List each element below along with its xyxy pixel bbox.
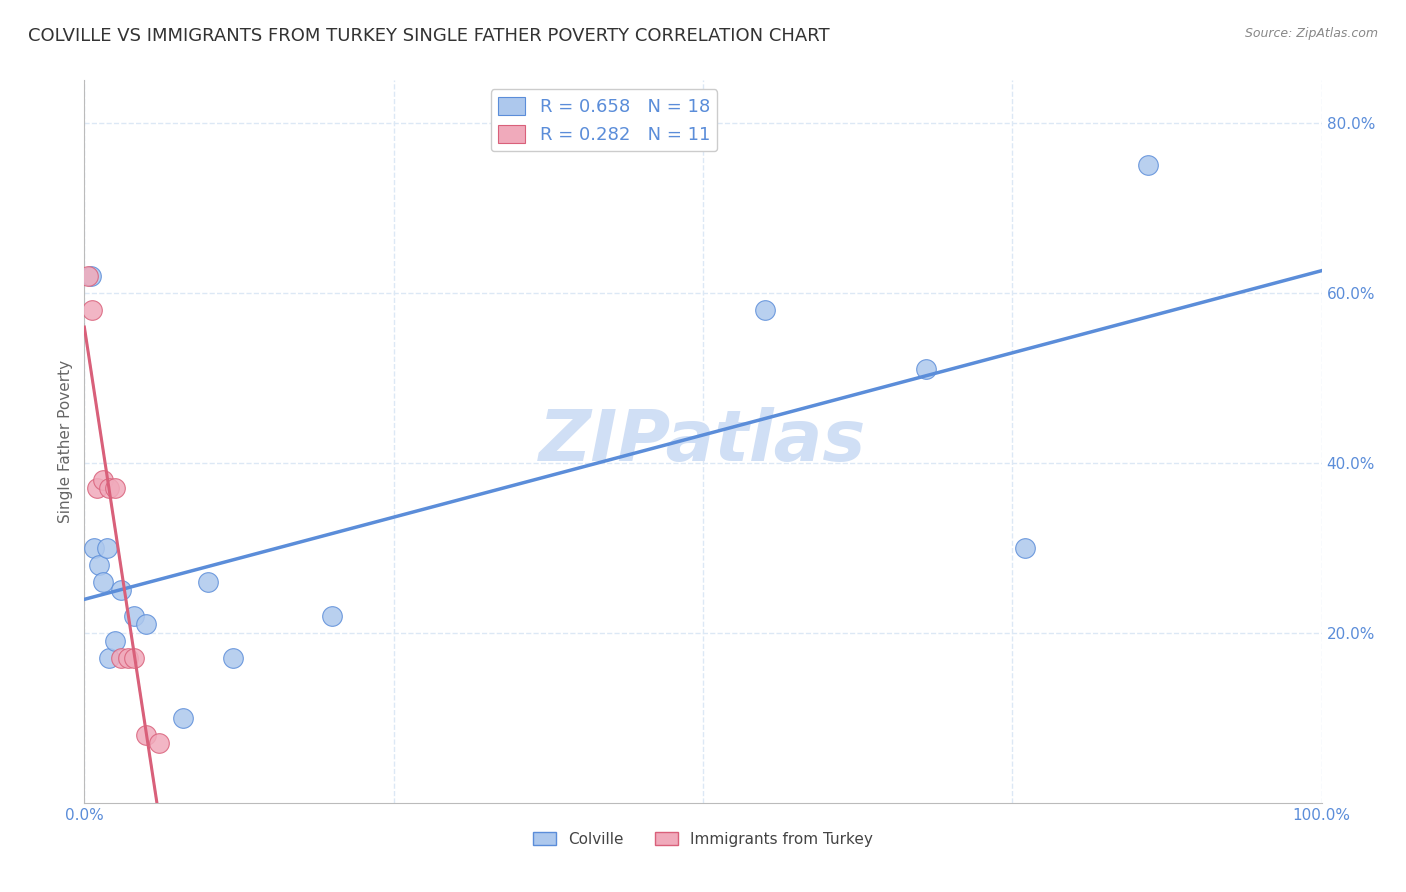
Point — [96, 541, 118, 555]
Point — [1137, 158, 1160, 172]
Text: COLVILLE VS IMMIGRANTS FROM TURKEY SINGLE FATHER POVERTY CORRELATION CHART: COLVILLE VS IMMIGRANTS FROM TURKEY SINGL… — [28, 27, 830, 45]
Point — [110, 583, 132, 598]
Point — [104, 481, 127, 495]
Point — [135, 728, 157, 742]
Point — [222, 651, 245, 665]
Point — [117, 651, 139, 665]
Point — [122, 608, 145, 623]
Point — [77, 268, 100, 283]
Point — [172, 711, 194, 725]
Text: Source: ZipAtlas.com: Source: ZipAtlas.com — [1244, 27, 1378, 40]
Point — [86, 481, 108, 495]
Point — [321, 608, 343, 623]
Point — [914, 362, 936, 376]
Point — [80, 302, 103, 317]
Legend: Colville, Immigrants from Turkey: Colville, Immigrants from Turkey — [527, 826, 879, 853]
Y-axis label: Single Father Poverty: Single Father Poverty — [58, 360, 73, 523]
Text: ZIPatlas: ZIPatlas — [540, 407, 866, 476]
Point — [98, 651, 121, 665]
Point — [1014, 541, 1036, 555]
Point — [148, 736, 170, 750]
Point — [79, 268, 101, 283]
Point — [91, 473, 114, 487]
Point — [83, 541, 105, 555]
Point — [754, 302, 776, 317]
Point — [122, 651, 145, 665]
Point — [135, 617, 157, 632]
Point — [89, 558, 111, 572]
Point — [110, 651, 132, 665]
Point — [104, 634, 127, 648]
Point — [197, 574, 219, 589]
Point — [98, 481, 121, 495]
Point — [91, 574, 114, 589]
